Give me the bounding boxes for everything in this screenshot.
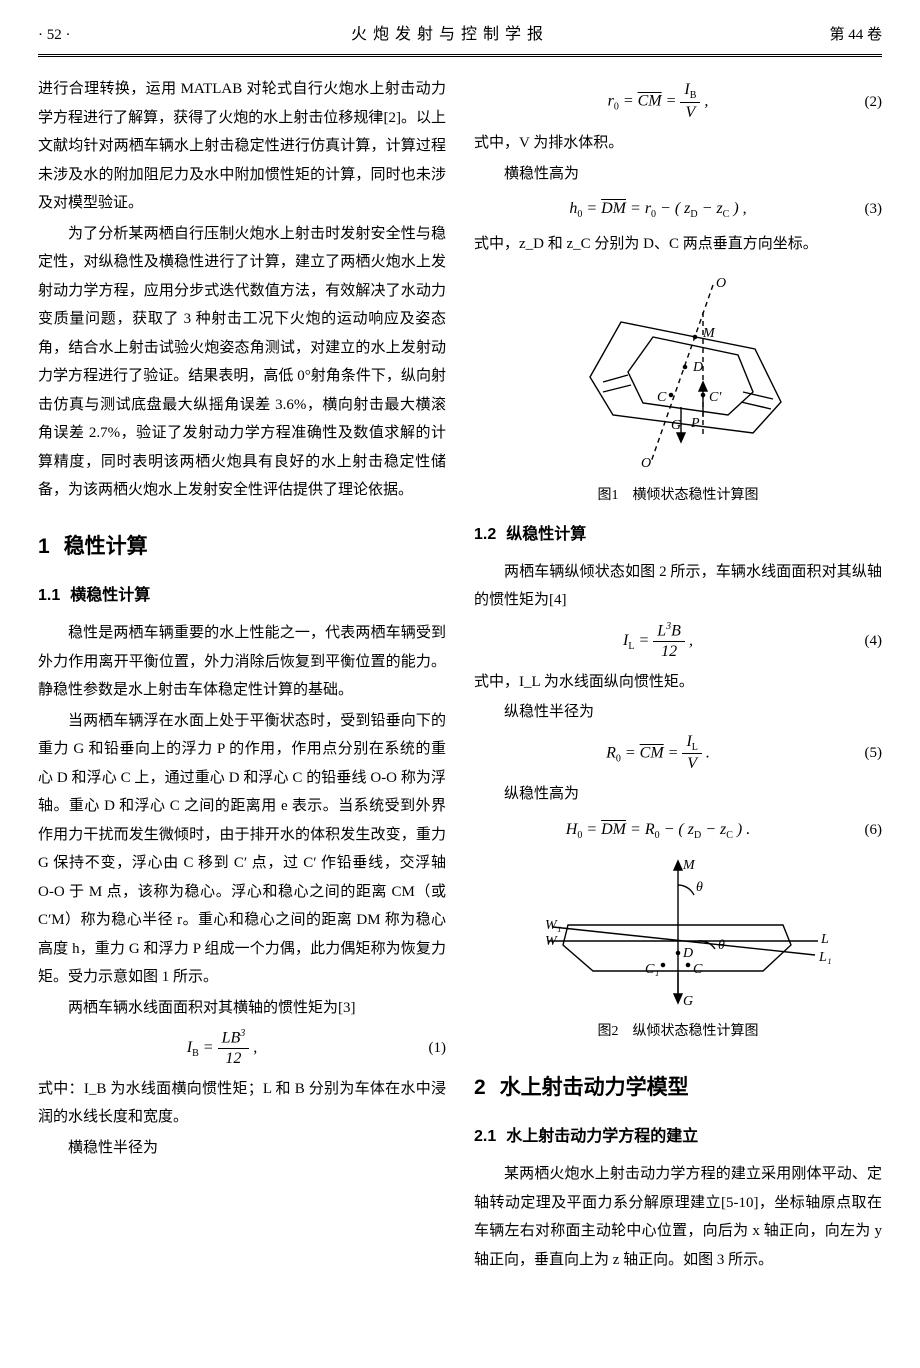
section-heading-1: 1 稳性计算 — [38, 527, 446, 567]
fig1-label-P: P — [690, 416, 700, 431]
fig1-label-G: G — [671, 418, 681, 433]
figure-1-caption: 图1 横倾状态稳性计算图 — [474, 483, 882, 510]
equation-number: (6) — [842, 816, 882, 845]
fig1-label-C: C — [657, 390, 667, 405]
fig2-label-D: D — [682, 946, 693, 961]
page-number: · 52 · — [38, 21, 71, 50]
fig2-label-theta-top: θ — [696, 880, 703, 895]
equation-1: IB = LB312 , (1) — [38, 1028, 446, 1069]
body-paragraph: 稳性是两栖车辆重要的水上性能之一，代表两栖车辆受到外力作用离开平衡位置，外力消除… — [38, 619, 446, 705]
fig2-label-C1: C₁ — [645, 962, 659, 977]
body-paragraph: 式中，I_L 为水线面纵向惯性矩。 — [474, 668, 882, 697]
body-paragraph: 两栖车辆纵倾状态如图 2 所示，车辆水线面面积对其纵轴的惯性矩为[4] — [474, 558, 882, 615]
fig1-label-M: M — [702, 326, 716, 341]
body-paragraph: 纵稳性高为 — [474, 780, 882, 809]
equation-4: IL = L3B12 , (4) — [474, 621, 882, 662]
equation-body: IL = L3B12 , — [474, 621, 842, 662]
subsection-number: 1.2 — [474, 526, 496, 543]
figure-2-caption: 图2 纵倾状态稳性计算图 — [474, 1019, 882, 1046]
fig2-label-W1: W₁ — [545, 918, 562, 933]
fig2-label-M: M — [682, 858, 696, 873]
fig2-label-L: L — [820, 932, 829, 947]
equation-3: h0 = DM = r0 − ( zD − zC ) , (3) — [474, 194, 882, 224]
equation-number: (3) — [842, 195, 882, 224]
subsection-title: 水上射击动力学方程的建立 — [506, 1128, 698, 1145]
section-title: 稳性计算 — [64, 535, 148, 558]
fig1-label-O-bot: O — [641, 456, 651, 471]
body-paragraph: 式中，z_D 和 z_C 分别为 D、C 两点垂直方向坐标。 — [474, 230, 882, 259]
two-column-layout: 进行合理转换，运用 MATLAB 对轮式自行火炮水上射击动力学方程进行了解算，获… — [38, 75, 882, 1276]
body-paragraph: 两栖车辆水线面面积对其横轴的惯性矩为[3] — [38, 994, 446, 1023]
right-column: r0 = CM = IBV , (2) 式中，V 为排水体积。 横稳性高为 h0… — [474, 75, 882, 1276]
equation-body: IB = LB312 , — [38, 1028, 406, 1069]
fig1-label-D: D — [692, 360, 703, 375]
left-column: 进行合理转换，运用 MATLAB 对轮式自行火炮水上射击动力学方程进行了解算，获… — [38, 75, 446, 1276]
body-paragraph: 式中，V 为排水体积。 — [474, 129, 882, 158]
body-paragraph: 当两栖车辆浮在水面上处于平衡状态时，受到铅垂向下的重力 G 和铅垂向上的浮力 P… — [38, 707, 446, 992]
fig2-label-G: G — [683, 994, 693, 1009]
body-paragraph: 式中：I_B 为水线面横向惯性矩；L 和 B 分别为车体在水中浸润的水线长度和宽… — [38, 1075, 446, 1132]
body-paragraph: 某两栖火炮水上射击动力学方程的建立采用刚体平动、定轴转动定理及平面力系分解原理建… — [474, 1160, 882, 1274]
body-paragraph: 纵稳性半径为 — [474, 698, 882, 727]
subsection-number: 1.1 — [38, 587, 60, 604]
figure-2: M θ W W₁ L L₁ θ D C C₁ G — [474, 853, 882, 1013]
subsection-heading-1-1: 1.1 横稳性计算 — [38, 581, 446, 611]
equation-6: H0 = DM = R0 − ( zD − zC ) . (6) — [474, 815, 882, 845]
equation-5: R0 = CM = ILV . (5) — [474, 733, 882, 775]
section-number: 2 — [474, 1076, 486, 1099]
volume-label: 第 44 卷 — [829, 21, 882, 50]
figure-2-svg: M θ W W₁ L L₁ θ D C C₁ G — [523, 853, 833, 1013]
fig1-label-Cp: C′ — [709, 390, 722, 405]
equation-2: r0 = CM = IBV , (2) — [474, 81, 882, 123]
equation-body: R0 = CM = ILV . — [474, 733, 842, 775]
subsection-number: 2.1 — [474, 1128, 496, 1145]
fig2-label-theta: θ — [718, 938, 725, 953]
equation-number: (1) — [406, 1034, 446, 1063]
page-header: · 52 · 火炮发射与控制学报 第 44 卷 — [38, 20, 882, 57]
section-heading-2: 2 水上射击动力学模型 — [474, 1068, 882, 1108]
section-title: 水上射击动力学模型 — [500, 1076, 689, 1099]
subsection-heading-2-1: 2.1 水上射击动力学方程的建立 — [474, 1122, 882, 1152]
section-number: 1 — [38, 535, 50, 558]
equation-number: (2) — [842, 88, 882, 117]
figure-1-svg: O M D C C′ G P O — [543, 267, 813, 477]
fig1-label-O-top: O — [716, 276, 726, 291]
equation-number: (5) — [842, 739, 882, 768]
body-paragraph: 横稳性半径为 — [38, 1134, 446, 1163]
subsection-title: 横稳性计算 — [70, 587, 150, 604]
fig2-label-C: C — [693, 962, 703, 977]
equation-body: r0 = CM = IBV , — [474, 81, 842, 123]
subsection-title: 纵稳性计算 — [506, 526, 586, 543]
figure-1: O M D C C′ G P O — [474, 267, 882, 477]
body-paragraph: 横稳性高为 — [474, 160, 882, 189]
fig2-label-L1: L₁ — [818, 950, 832, 965]
body-paragraph: 进行合理转换，运用 MATLAB 对轮式自行火炮水上射击动力学方程进行了解算，获… — [38, 75, 446, 218]
equation-number: (4) — [842, 627, 882, 656]
fig2-label-W: W — [545, 934, 558, 949]
equation-body: h0 = DM = r0 − ( zD − zC ) , — [474, 194, 842, 224]
subsection-heading-1-2: 1.2 纵稳性计算 — [474, 520, 882, 550]
equation-body: H0 = DM = R0 − ( zD − zC ) . — [474, 815, 842, 845]
body-paragraph: 为了分析某两栖自行压制火炮水上射击时发射安全性与稳定性，对纵稳性及横稳性进行了计… — [38, 220, 446, 505]
journal-title: 火炮发射与控制学报 — [351, 20, 549, 50]
